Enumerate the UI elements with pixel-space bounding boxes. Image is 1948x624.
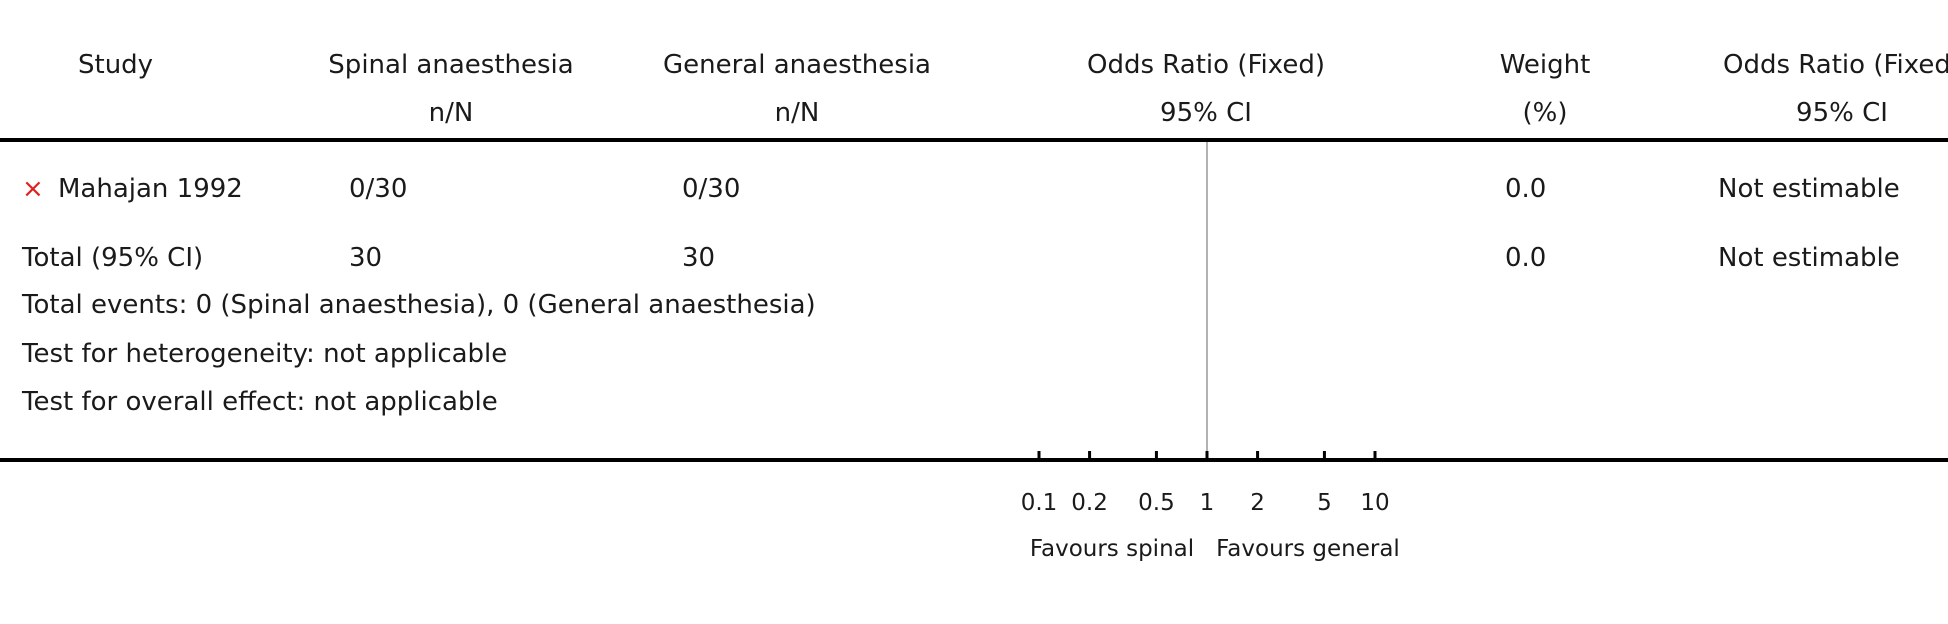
heterogeneity-note: Test for heterogeneity: not applicable: [22, 339, 508, 369]
excluded-marker-icon: ×: [22, 174, 44, 204]
favours-spinal-label: Favours spinal: [1029, 536, 1195, 562]
axis-tick-label: 0.1: [1021, 490, 1058, 516]
header-general: General anaesthesia: [663, 50, 931, 80]
total-label: Total (95% CI): [22, 243, 204, 273]
axis-tick-label: 2: [1250, 490, 1265, 516]
axis-tick-label: 10: [1360, 490, 1389, 516]
header-weight-sub: (%): [1522, 98, 1568, 128]
axis-tick-label: 0.2: [1071, 490, 1108, 516]
header-spinal-sub: n/N: [428, 98, 474, 128]
header-rule: [0, 138, 1948, 142]
study-spinal-value: 0/30: [349, 174, 408, 204]
total-general: 30: [682, 243, 716, 273]
axis-tick-label: 1: [1200, 490, 1215, 516]
total-spinal: 30: [349, 243, 383, 273]
study-general-value: 0/30: [682, 174, 741, 204]
header-or-fixed-2: Odds Ratio (Fixed): [1723, 50, 1948, 80]
study-or-text: Not estimable: [1718, 174, 1900, 204]
study-weight: 0.0: [1505, 174, 1547, 204]
header-general-sub: n/N: [774, 98, 820, 128]
header-or-fixed: Odds Ratio (Fixed): [1087, 50, 1325, 80]
bottom-rule: [0, 458, 1948, 462]
study-name: Mahajan 1992: [58, 174, 243, 204]
header-spinal: Spinal anaesthesia: [328, 50, 574, 80]
header-study: Study: [78, 50, 154, 80]
header-weight: Weight: [1499, 50, 1591, 80]
axis-tick-label: 0.5: [1138, 490, 1175, 516]
axis-tick-label: 5: [1317, 490, 1332, 516]
header-or-fixed-2-sub: 95% CI: [1796, 98, 1888, 128]
favours-general-label: Favours general: [1216, 536, 1400, 562]
total-or-text: Not estimable: [1718, 243, 1900, 273]
header-or-fixed-sub: 95% CI: [1160, 98, 1252, 128]
total-events-note: Total events: 0 (Spinal anaesthesia), 0 …: [22, 290, 816, 320]
overall-effect-note: Test for overall effect: not applicable: [22, 387, 498, 417]
total-weight: 0.0: [1505, 243, 1547, 273]
